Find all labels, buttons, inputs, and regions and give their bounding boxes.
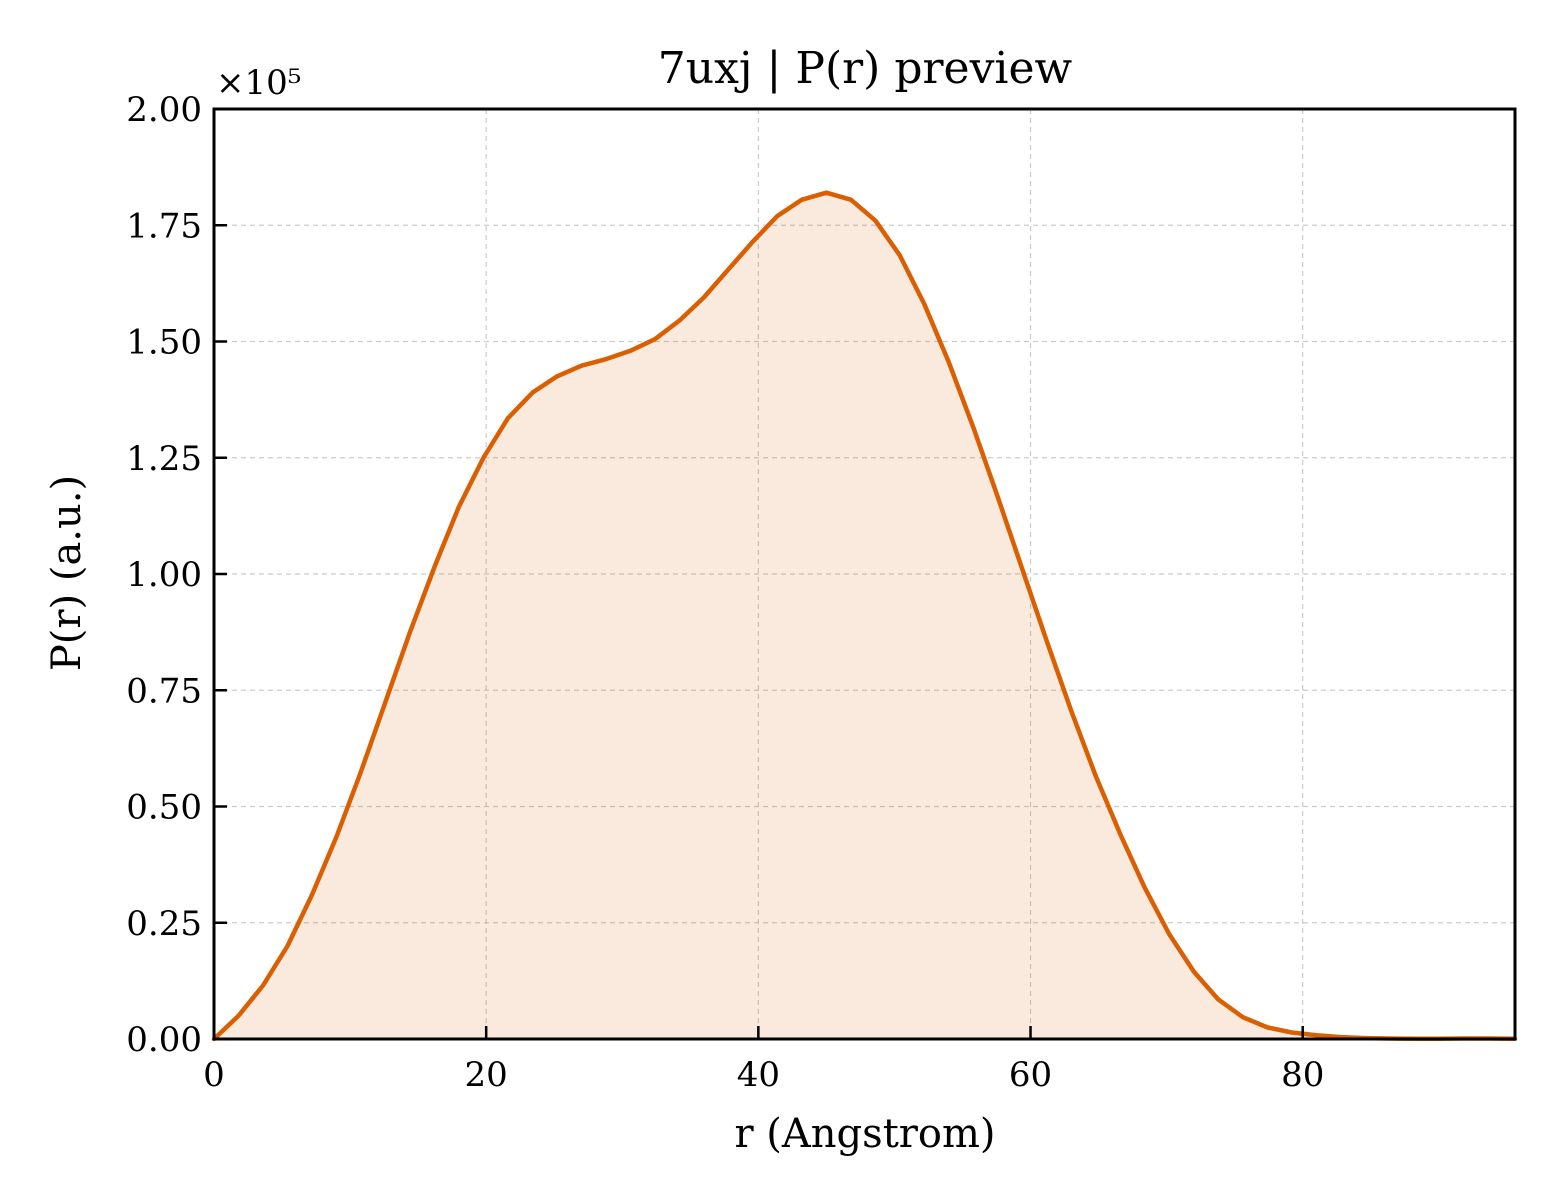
x-axis-label: r (Angstrom) <box>734 1111 995 1157</box>
y-tick-label: 1.00 <box>126 555 202 595</box>
y-tick-label: 1.75 <box>126 206 202 246</box>
series-area-fill <box>214 192 1515 1039</box>
x-tick-label: 80 <box>1281 1055 1324 1095</box>
y-tick-label: 2.00 <box>126 90 202 130</box>
x-tick-label: 40 <box>737 1055 780 1095</box>
y-tick-label: 1.50 <box>126 323 202 363</box>
line-layer <box>211 190 1518 1042</box>
y-tick-label: 0.25 <box>126 904 202 944</box>
chart-title: 7uxj | P(r) preview <box>658 43 1073 94</box>
y-tick-label: 0.50 <box>126 788 202 828</box>
series-line <box>211 190 1518 1042</box>
x-tick-label: 20 <box>465 1055 508 1095</box>
y-tick-label: 1.25 <box>126 439 202 479</box>
y-axis-label: P(r) (a.u.) <box>44 475 90 671</box>
x-tick-label: 0 <box>203 1055 225 1095</box>
y-axis-ticks: 0.00 0.25 0.50 0.75 1.00 1.25 1.50 1.75 2.00 <box>126 90 227 1060</box>
y-axis-multiplier: ×10⁵ <box>216 63 301 103</box>
y-tick-label: 0.00 <box>126 1020 202 1060</box>
x-tick-label: 60 <box>1009 1055 1052 1095</box>
y-tick-label: 0.75 <box>126 671 202 711</box>
x-axis-ticks: 0 20 40 60 80 <box>203 1026 1324 1095</box>
area-layer <box>214 192 1515 1039</box>
grid-layer <box>214 109 1515 1039</box>
